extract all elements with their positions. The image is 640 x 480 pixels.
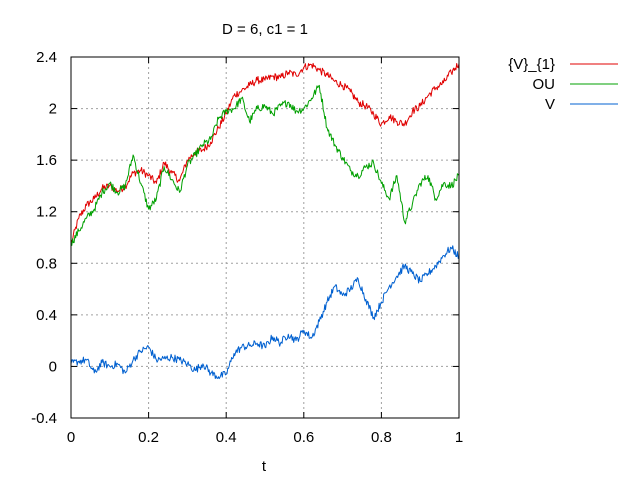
y-tick-label: 1.2: [36, 204, 57, 221]
y-tick-label: -0.4: [31, 410, 57, 427]
series-line-0: [70, 62, 460, 245]
legend: {V}_{1} OU V: [508, 56, 618, 113]
legend-label: V: [545, 96, 555, 113]
series-line-1: [70, 84, 460, 246]
axis-ticks: 0 0.2 0.4 0.6 0.8 1 -0.4 0 0.4 0.8 1.2 1.6 2 2.4: [31, 49, 463, 446]
series-line-2: [70, 245, 460, 380]
y-tick-label: 2.4: [36, 49, 57, 66]
x-tick-label: 0.8: [371, 429, 392, 446]
chart-title: D = 6, c1 = 1: [222, 21, 308, 38]
y-tick-label: 2: [49, 101, 57, 118]
plot-frame: [70, 56, 460, 419]
y-tick-label: 0: [49, 358, 57, 375]
legend-label: OU: [533, 76, 556, 93]
grid: [70, 56, 460, 419]
legend-label: {V}_{1}: [508, 56, 555, 73]
y-tick-label: 1.6: [36, 152, 57, 169]
x-tick-label: 1: [455, 429, 463, 446]
x-axis-label: t: [262, 458, 267, 475]
x-tick-label: 0.2: [138, 429, 159, 446]
x-tick-label: 0: [67, 429, 75, 446]
x-tick-label: 0.6: [293, 429, 314, 446]
y-tick-label: 0.4: [36, 307, 57, 324]
plot-series: [70, 62, 460, 380]
y-tick-label: 0.8: [36, 255, 57, 272]
x-tick-label: 0.4: [216, 429, 237, 446]
